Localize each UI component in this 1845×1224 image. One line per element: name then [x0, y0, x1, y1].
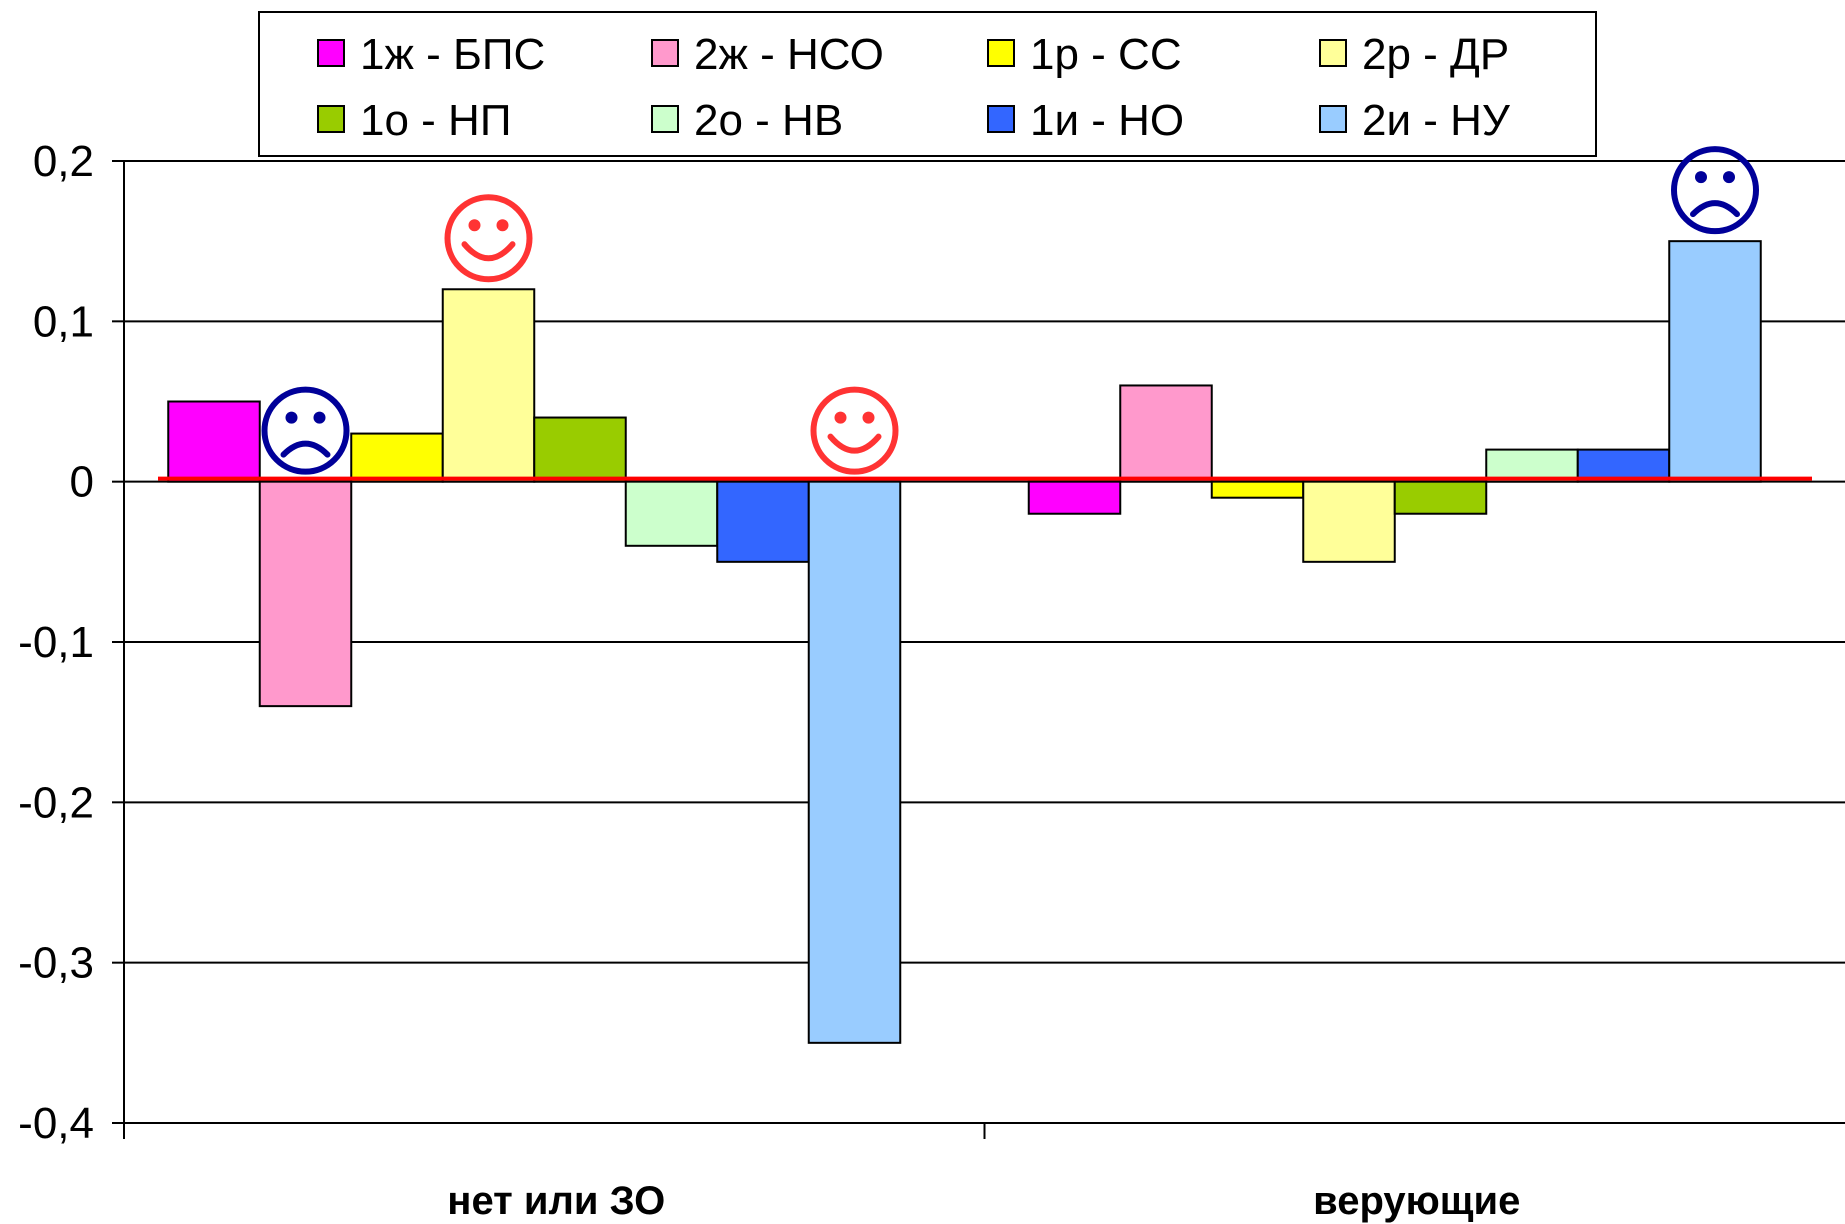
legend-swatch: [987, 39, 1015, 67]
category-label: верующие: [1313, 1179, 1520, 1223]
face-outline: [261, 386, 350, 475]
bar: [624, 480, 719, 547]
y-tick-label: 0,1: [33, 297, 94, 346]
legend-swatch: [651, 39, 679, 67]
category-label: нет или ЗО: [447, 1179, 665, 1223]
face-eye: [862, 411, 875, 424]
face-outline: [1671, 146, 1759, 235]
legend-swatch: [317, 105, 345, 133]
face-eye: [285, 411, 298, 424]
legend-swatch: [651, 105, 679, 133]
face-outline: [810, 386, 899, 475]
bar: [350, 432, 444, 483]
face-mouth: [827, 433, 882, 454]
face-mouth: [280, 440, 331, 458]
bar: [258, 480, 353, 708]
bar: [1210, 480, 1305, 499]
legend-label: 2р - ДР: [1362, 30, 1509, 79]
legend-label: 1и - НО: [1030, 96, 1184, 145]
smiley-face-icon: [810, 386, 899, 475]
face-outline: [444, 194, 533, 283]
gridlines: [124, 160, 1845, 1124]
bars: [167, 240, 1762, 1044]
face-mouth: [461, 241, 516, 262]
face-mouth: [1690, 200, 1740, 218]
bar: [1119, 384, 1213, 483]
y-tick-label: -0,4: [18, 1099, 94, 1148]
y-tick-labels: 0,2 0,1 0 -0,1 -0,2 -0,3 -0,4: [18, 137, 94, 1148]
legend-label: 2и - НУ: [1362, 96, 1511, 145]
face-eye: [1723, 171, 1735, 184]
legend-label: 1о - НП: [360, 96, 511, 145]
axes: [112, 160, 1845, 1139]
category-labels: нет или ЗО верующие: [447, 1179, 1520, 1223]
legend-swatch: [1319, 105, 1347, 133]
y-tick-label: 0,2: [33, 137, 94, 186]
legend-label: 2ж - НСО: [694, 30, 884, 79]
legend-box: [258, 11, 1597, 157]
bar: [441, 288, 536, 483]
legend-swatch: [1319, 39, 1347, 67]
bar: [1668, 240, 1762, 483]
legend-swatch: [317, 39, 345, 67]
face-eye: [468, 219, 481, 232]
y-tick-label: -0,3: [18, 939, 94, 988]
face-eye: [834, 411, 847, 424]
annotations: [261, 146, 1759, 475]
face-eye: [1695, 171, 1707, 184]
legend: 1ж - БПС 2ж - НСО 1р - СС 2р - ДР 1о - НП 2о …: [258, 11, 1597, 157]
y-tick-label: -0,1: [18, 618, 94, 667]
bar: [167, 400, 261, 483]
sad-face-icon: [1671, 146, 1759, 235]
bar: [1027, 480, 1122, 515]
smiley-face-icon: [444, 194, 533, 283]
bar: [1576, 448, 1671, 483]
sad-face-icon: [261, 386, 350, 475]
y-tick-label: 0: [70, 458, 94, 507]
y-tick-label: -0,2: [18, 778, 94, 827]
face-eye: [496, 219, 509, 232]
legend-swatch: [987, 105, 1015, 133]
bar: [1393, 480, 1488, 515]
face-eye: [313, 411, 326, 424]
bar: [716, 480, 810, 563]
legend-label: 1р - СС: [1030, 30, 1182, 79]
bar: [1302, 480, 1396, 563]
legend-label: 1ж - БПС: [360, 30, 545, 79]
bar: [533, 416, 627, 483]
bar: [807, 480, 902, 1044]
legend-label: 2о - НВ: [694, 96, 843, 145]
